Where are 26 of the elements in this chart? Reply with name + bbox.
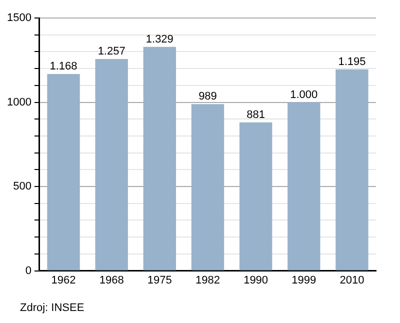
data-label: 1.000	[290, 88, 318, 101]
bar	[95, 58, 128, 270]
x-tick-label: 2010	[340, 274, 364, 286]
x-tick-label: 1999	[292, 274, 316, 286]
bar	[239, 122, 272, 270]
data-label: 881	[246, 108, 265, 121]
x-tick-label: 1975	[147, 274, 172, 286]
bar	[47, 74, 80, 270]
bar	[191, 104, 224, 270]
bar	[143, 46, 176, 270]
x-tick-label: 1962	[51, 274, 76, 286]
x-tick-label: 1990	[244, 274, 268, 286]
bar	[288, 102, 320, 270]
x-tick-label: 1982	[195, 274, 220, 286]
x-tick-label: 1968	[99, 274, 124, 286]
text: Zdroj: INSEE	[20, 302, 84, 314]
data-label: 1.168	[50, 60, 78, 72]
data-label: 989	[198, 90, 217, 103]
data-label: 1.195	[338, 56, 366, 68]
y-tick-label: 1000	[6, 96, 32, 108]
y-tick-label: 0	[25, 264, 32, 277]
data-label: 1.257	[98, 45, 126, 58]
y-tick-label: 1500	[6, 12, 32, 24]
y-tick-label: 500	[13, 180, 32, 193]
data-label: 1.329	[146, 33, 174, 46]
bar	[336, 69, 368, 270]
